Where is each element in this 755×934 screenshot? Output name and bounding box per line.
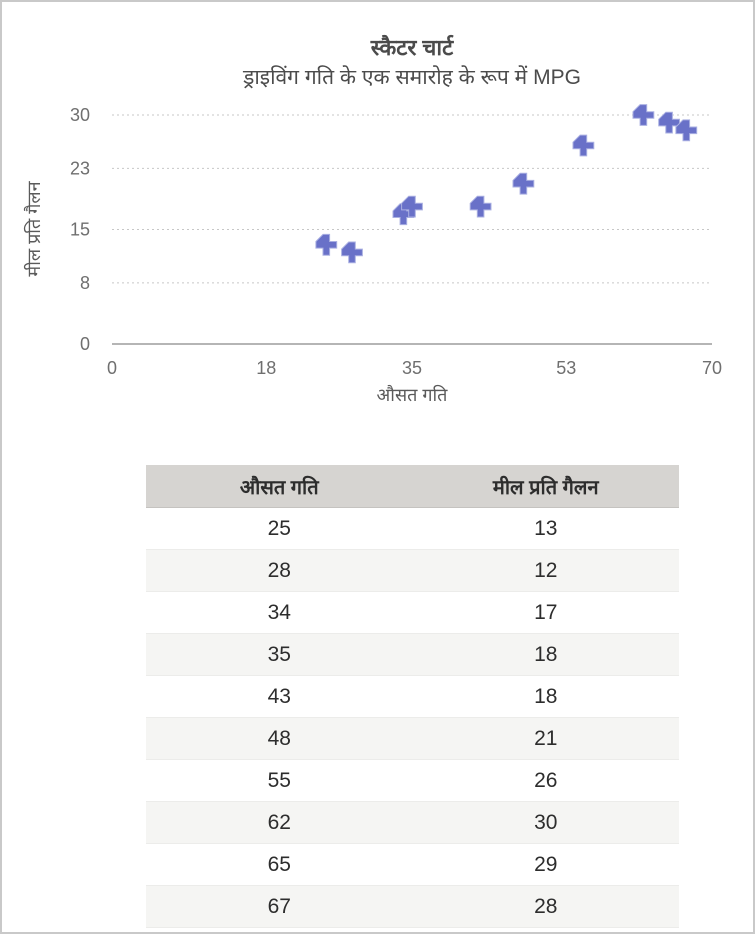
data-point	[572, 134, 595, 157]
table-row: 25 13	[146, 507, 679, 550]
data-point	[315, 233, 338, 256]
data-table: औसत गति मील प्रति गैलन 25 13 28 12 34 17 35 18 4…	[146, 465, 679, 928]
chart-subtitle: ड्राइविंग गति के एक समारोह के रूप में MP…	[242, 65, 581, 89]
x-axis-title: औसत गति	[377, 384, 449, 405]
y-tick-label: 8	[80, 273, 90, 293]
cell-miles-per-gallon[interactable]: 21	[412, 717, 679, 760]
data-point	[658, 111, 680, 134]
cell-miles-per-gallon[interactable]: 18	[412, 675, 679, 718]
table-row: 35 18	[146, 633, 679, 676]
y-tick-label: 23	[70, 158, 90, 178]
cell-miles-per-gallon[interactable]: 13	[412, 507, 679, 550]
data-points	[315, 104, 698, 264]
x-tick-label: 18	[256, 358, 276, 378]
table-row: 34 17	[146, 591, 679, 634]
cell-average-speed[interactable]: 67	[146, 885, 413, 928]
cell-miles-per-gallon[interactable]: 18	[412, 633, 679, 676]
cell-miles-per-gallon[interactable]: 30	[412, 801, 679, 844]
y-tick-label: 30	[70, 105, 90, 125]
table-row: 28 12	[146, 549, 679, 592]
cell-average-speed[interactable]: 35	[146, 633, 413, 676]
table-row: 43 18	[146, 675, 679, 718]
table-row: 48 21	[146, 717, 679, 760]
table-row: 67 28	[146, 885, 679, 928]
cell-miles-per-gallon[interactable]: 28	[412, 885, 679, 928]
x-tick-label: 0	[107, 358, 117, 378]
cell-average-speed[interactable]: 25	[146, 507, 413, 550]
cell-average-speed[interactable]: 43	[146, 675, 413, 718]
data-point	[632, 104, 655, 126]
cell-miles-per-gallon[interactable]: 12	[412, 549, 679, 592]
data-point	[675, 119, 698, 142]
y-tick-label: 0	[80, 334, 90, 354]
y-tick-label: 15	[70, 220, 90, 240]
table-row: 55 26	[146, 759, 679, 802]
plot-area: 0 8 15 23 30 0 18 35 53 70	[70, 104, 722, 378]
table-row: 65 29	[146, 843, 679, 886]
data-point	[469, 195, 492, 218]
cell-average-speed[interactable]: 48	[146, 717, 413, 760]
cell-average-speed[interactable]: 34	[146, 591, 413, 634]
table-header-row: औसत गति मील प्रति गैलन	[146, 465, 679, 508]
column-header-average-speed: औसत गति	[146, 465, 413, 508]
cell-miles-per-gallon[interactable]: 29	[412, 843, 679, 886]
x-tick-label: 70	[702, 358, 722, 378]
x-tick-label: 35	[402, 358, 422, 378]
scatter-chart: स्कैटर चार्ट ड्राइविंग गति के एक समारोह …	[23, 34, 722, 405]
data-point	[341, 241, 363, 264]
chart-title: स्कैटर चार्ट	[370, 34, 454, 60]
cell-miles-per-gallon[interactable]: 26	[412, 759, 679, 802]
cell-average-speed[interactable]: 55	[146, 759, 413, 802]
cell-average-speed[interactable]: 28	[146, 549, 413, 592]
table-row: 62 30	[146, 801, 679, 844]
data-point	[401, 195, 423, 218]
data-point	[512, 172, 535, 195]
cell-miles-per-gallon[interactable]: 17	[412, 591, 679, 634]
x-tick-label: 53	[556, 358, 576, 378]
y-axis-title: मील प्रति गैलन	[23, 180, 44, 276]
column-header-miles-per-gallon: मील प्रति गैलन	[412, 465, 679, 508]
cell-average-speed[interactable]: 62	[146, 801, 413, 844]
cell-average-speed[interactable]: 65	[146, 843, 413, 886]
